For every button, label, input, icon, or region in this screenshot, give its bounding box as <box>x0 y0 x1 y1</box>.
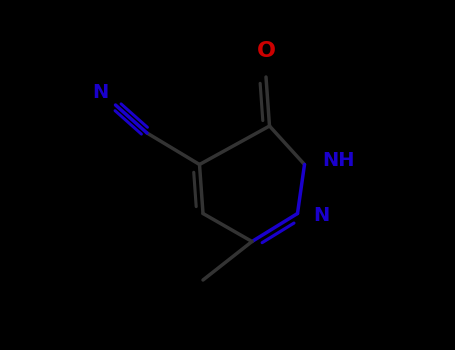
Text: N: N <box>92 83 108 102</box>
Text: NH: NH <box>322 152 354 170</box>
Text: O: O <box>257 41 275 61</box>
Text: N: N <box>313 206 329 225</box>
